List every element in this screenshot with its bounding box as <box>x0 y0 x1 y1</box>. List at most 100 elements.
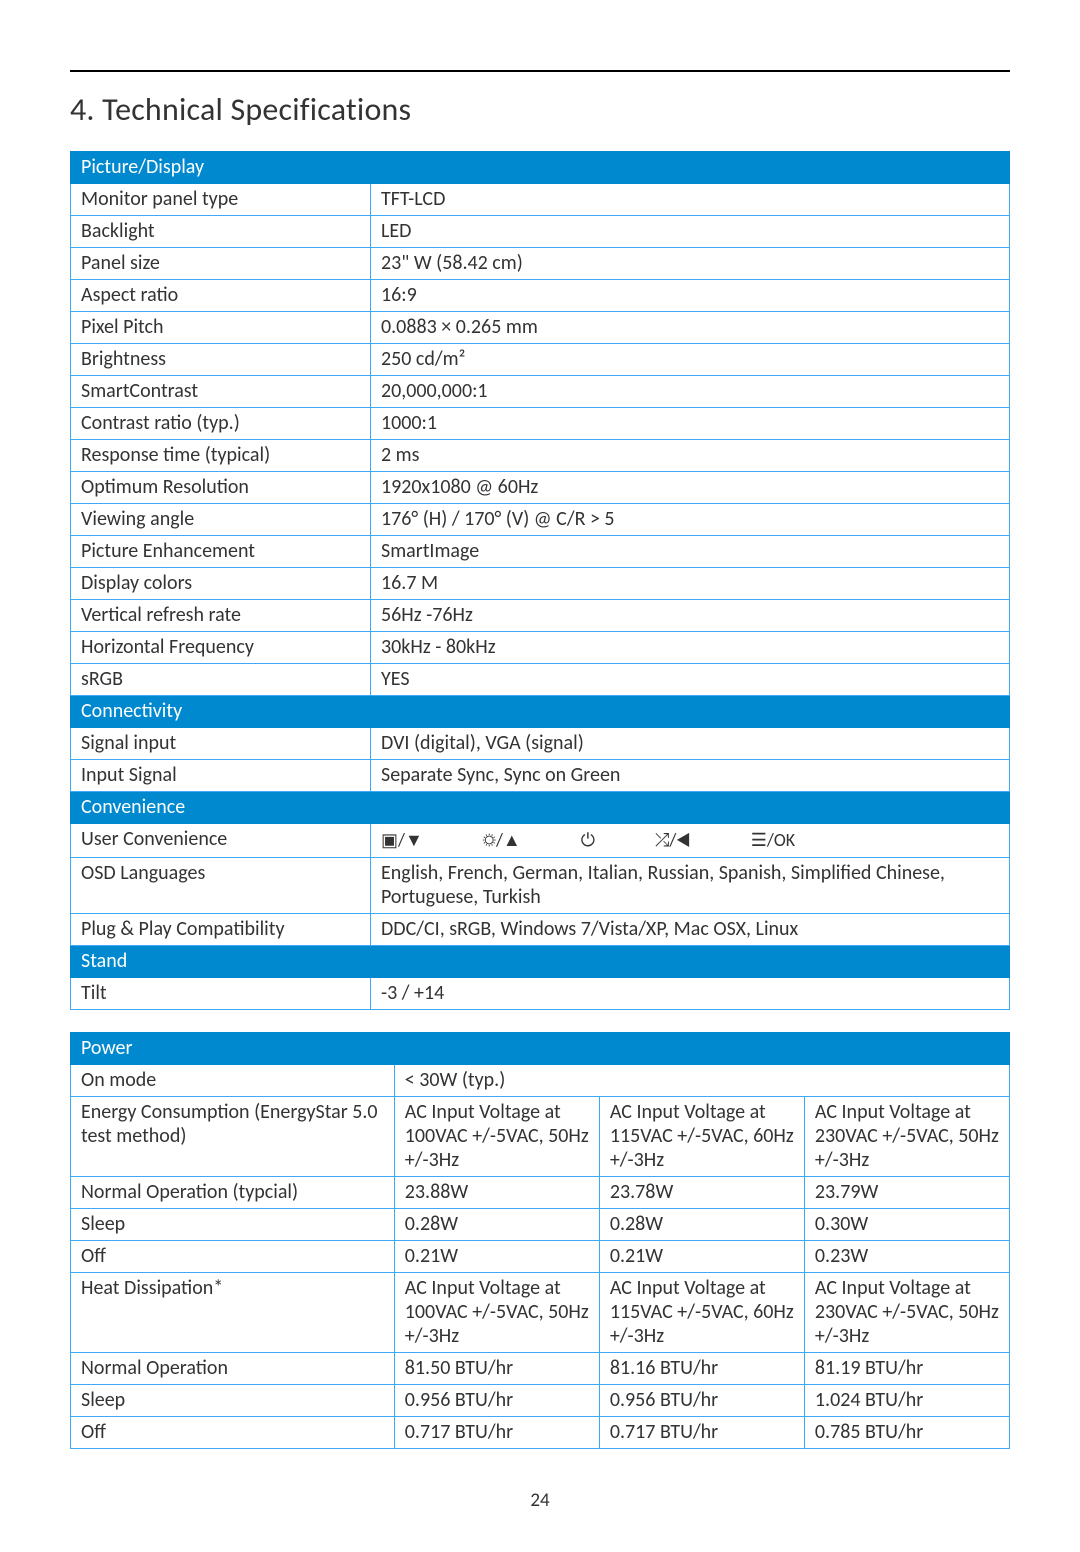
spec-value: English, French, German, Italian, Russia… <box>371 858 1010 914</box>
table-row: Off0.21W0.21W0.23W <box>71 1241 1010 1273</box>
spec-value: AC Input Voltage at 230VAC +/-5VAC, 50Hz… <box>804 1273 1009 1353</box>
spec-value: 16:9 <box>371 280 1010 312</box>
spec-label: OSD Languages <box>71 858 371 914</box>
spec-label: Energy Consumption (EnergyStar 5.0 test … <box>71 1097 395 1177</box>
user-convenience-icons: ▣/▼☼/▲⏻⤮/◀☰/OK <box>381 827 999 853</box>
spec-label: Signal input <box>71 728 371 760</box>
spec-value: 0.785 BTU/hr <box>804 1417 1009 1449</box>
table-section-header: Stand <box>71 946 1010 978</box>
table-row: Sleep0.28W0.28W0.30W <box>71 1209 1010 1241</box>
spec-label: Plug & Play Compatibility <box>71 914 371 946</box>
spec-label: Heat Dissipation* <box>71 1273 395 1353</box>
spec-value: AC Input Voltage at 230VAC +/-5VAC, 50Hz… <box>804 1097 1009 1177</box>
table-row: Vertical refresh rate56Hz -76Hz <box>71 600 1010 632</box>
spec-value: 0.21W <box>394 1241 599 1273</box>
spec-value: 23.78W <box>599 1177 804 1209</box>
table-row: Panel size23" W (58.42 cm) <box>71 248 1010 280</box>
spec-value: DDC/CI, sRGB, Windows 7/Vista/XP, Mac OS… <box>371 914 1010 946</box>
spec-label: Normal Operation (typcial) <box>71 1177 395 1209</box>
spec-label: Optimum Resolution <box>71 472 371 504</box>
top-rule <box>70 70 1010 72</box>
spec-value: 0.956 BTU/hr <box>394 1385 599 1417</box>
table-row: On mode< 30W (typ.) <box>71 1065 1010 1097</box>
spec-value: AC Input Voltage at 100VAC +/-5VAC, 50Hz… <box>394 1273 599 1353</box>
spec-value: 56Hz -76Hz <box>371 600 1010 632</box>
brightness-up-icon: ☼/▲ <box>483 829 521 851</box>
spec-label: On mode <box>71 1065 395 1097</box>
spec-value: 81.16 BTU/hr <box>599 1353 804 1385</box>
smartimage-down-icon: ▣/▼ <box>381 829 423 851</box>
spec-value: 1920x1080 @ 60Hz <box>371 472 1010 504</box>
spec-label: Aspect ratio <box>71 280 371 312</box>
spec-value: ▣/▼☼/▲⏻⤮/◀☰/OK <box>371 824 1010 858</box>
table-row: Response time (typical)2 ms <box>71 440 1010 472</box>
spec-label: Picture Enhancement <box>71 536 371 568</box>
table-section-header: Power <box>71 1033 1010 1065</box>
spec-value: 81.19 BTU/hr <box>804 1353 1009 1385</box>
spec-label: Normal Operation <box>71 1353 395 1385</box>
spec-value: 0.30W <box>804 1209 1009 1241</box>
spec-label: Backlight <box>71 216 371 248</box>
section-title: 4. Technical Specifications <box>70 90 1010 129</box>
spec-label: Input Signal <box>71 760 371 792</box>
spec-label: Contrast ratio (typ.) <box>71 408 371 440</box>
table-row: Monitor panel typeTFT-LCD <box>71 184 1010 216</box>
spec-value: AC Input Voltage at 115VAC +/-5VAC, 60Hz… <box>599 1097 804 1177</box>
power-icon: ⏻ <box>581 829 595 851</box>
menu-ok-icon: ☰/OK <box>751 829 795 851</box>
table-row: Off0.717 BTU/hr0.717 BTU/hr0.785 BTU/hr <box>71 1417 1010 1449</box>
spec-label: Viewing angle <box>71 504 371 536</box>
spec-label: sRGB <box>71 664 371 696</box>
table-row: Input SignalSeparate Sync, Sync on Green <box>71 760 1010 792</box>
table-row: User Convenience▣/▼☼/▲⏻⤮/◀☰/OK <box>71 824 1010 858</box>
spec-value: 23" W (58.42 cm) <box>371 248 1010 280</box>
spec-label: Off <box>71 1241 395 1273</box>
spec-value: 1.024 BTU/hr <box>804 1385 1009 1417</box>
table-row: Tilt-3 / +14 <box>71 978 1010 1010</box>
spec-value: 0.28W <box>599 1209 804 1241</box>
table-row: Display colors16.7 M <box>71 568 1010 600</box>
spec-value: TFT-LCD <box>371 184 1010 216</box>
spec-value: 23.88W <box>394 1177 599 1209</box>
table-row: sRGBYES <box>71 664 1010 696</box>
table-section-header: Connectivity <box>71 696 1010 728</box>
table-row: Energy Consumption (EnergyStar 5.0 test … <box>71 1097 1010 1177</box>
spec-value: YES <box>371 664 1010 696</box>
spec-value: DVI (digital), VGA (signal) <box>371 728 1010 760</box>
spec-value: 0.23W <box>804 1241 1009 1273</box>
table-row: Horizontal Frequency30kHz - 80kHz <box>71 632 1010 664</box>
spec-value: < 30W (typ.) <box>394 1065 1009 1097</box>
spec-value: -3 / +14 <box>371 978 1010 1010</box>
table-row: SmartContrast20,000,000:1 <box>71 376 1010 408</box>
spec-label: Response time (typical) <box>71 440 371 472</box>
page-container: 4. Technical Specifications Picture/Disp… <box>0 0 1080 1552</box>
table-row: BacklightLED <box>71 216 1010 248</box>
spec-value: 0.21W <box>599 1241 804 1273</box>
table-section-header: Convenience <box>71 792 1010 824</box>
spec-label: Display colors <box>71 568 371 600</box>
spec-label: Monitor panel type <box>71 184 371 216</box>
spec-label: Pixel Pitch <box>71 312 371 344</box>
spec-value: 16.7 M <box>371 568 1010 600</box>
spec-value: 20,000,000:1 <box>371 376 1010 408</box>
table-row: Normal Operation (typcial)23.88W23.78W23… <box>71 1177 1010 1209</box>
spec-value: 2 ms <box>371 440 1010 472</box>
table-row: Pixel Pitch0.0883 × 0.265 mm <box>71 312 1010 344</box>
table-row: Plug & Play CompatibilityDDC/CI, sRGB, W… <box>71 914 1010 946</box>
spec-label: Horizontal Frequency <box>71 632 371 664</box>
spec-value: Separate Sync, Sync on Green <box>371 760 1010 792</box>
spec-label: SmartContrast <box>71 376 371 408</box>
table-row: Viewing angle176° (H) / 170° (V) @ C/R >… <box>71 504 1010 536</box>
table-row: Normal Operation81.50 BTU/hr81.16 BTU/hr… <box>71 1353 1010 1385</box>
spec-label: Sleep <box>71 1385 395 1417</box>
spec-label: Sleep <box>71 1209 395 1241</box>
spec-value: AC Input Voltage at 115VAC +/-5VAC, 60Hz… <box>599 1273 804 1353</box>
spec-value: 81.50 BTU/hr <box>394 1353 599 1385</box>
spec-value: AC Input Voltage at 100VAC +/-5VAC, 50Hz… <box>394 1097 599 1177</box>
spec-value: SmartImage <box>371 536 1010 568</box>
table-row: Contrast ratio (typ.)1000:1 <box>71 408 1010 440</box>
spec-value: 0.956 BTU/hr <box>599 1385 804 1417</box>
spec-value: 250 cd/m² <box>371 344 1010 376</box>
spec-label: User Convenience <box>71 824 371 858</box>
spec-table-1-wrapper: Picture/DisplayMonitor panel typeTFT-LCD… <box>70 151 1010 1010</box>
